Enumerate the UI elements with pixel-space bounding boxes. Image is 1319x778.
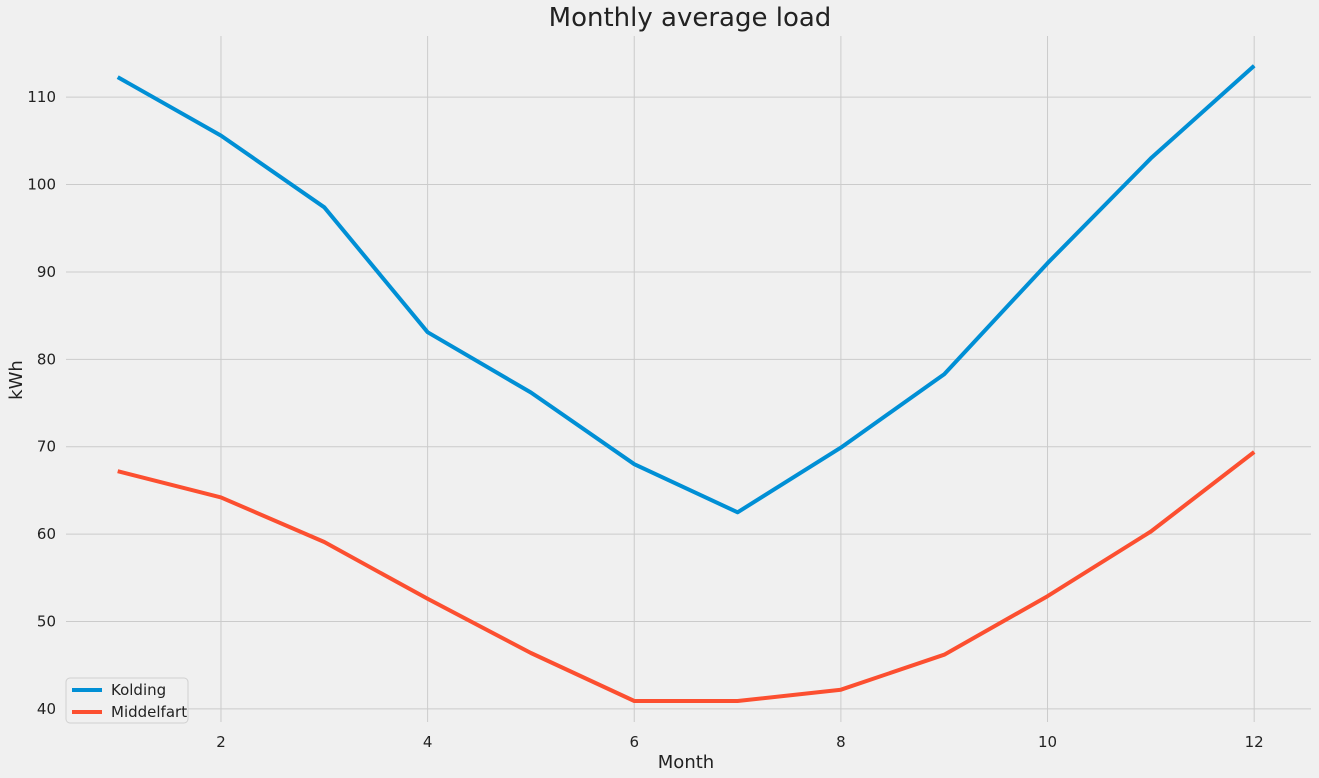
x-tick-label: 2: [216, 733, 226, 751]
x-tick-label: 6: [629, 733, 639, 751]
y-tick-label: 100: [27, 176, 56, 194]
legend-label-kolding: Kolding: [111, 681, 166, 699]
y-axis-label: kWh: [6, 360, 27, 400]
y-tick-label: 50: [37, 613, 56, 631]
x-axis-ticks: 2 4 6 8 10 12: [216, 733, 1264, 751]
x-axis-label: Month: [658, 752, 714, 773]
y-axis-ticks: 40 50 60 70 80 90 100 110: [27, 88, 56, 718]
grid: [66, 36, 1311, 722]
x-tick-label: 10: [1038, 733, 1057, 751]
chart-title: Monthly average load: [549, 3, 832, 33]
y-tick-label: 60: [37, 525, 56, 543]
series-line-kolding: [116, 64, 1256, 515]
x-tick-label: 12: [1245, 733, 1264, 751]
series-line-middelfart: [117, 450, 1256, 703]
legend-label-middelfart: Middelfart: [111, 703, 187, 721]
y-tick-label: 80: [37, 350, 56, 368]
legend: Kolding Middelfart: [65, 677, 189, 724]
y-tick-label: 110: [27, 88, 56, 106]
x-tick-label: 4: [423, 733, 433, 751]
y-tick-label: 90: [37, 263, 56, 281]
series-lines: [116, 64, 1256, 703]
y-tick-label: 40: [37, 700, 56, 718]
y-tick-label: 70: [37, 438, 56, 456]
x-tick-label: 8: [836, 733, 846, 751]
